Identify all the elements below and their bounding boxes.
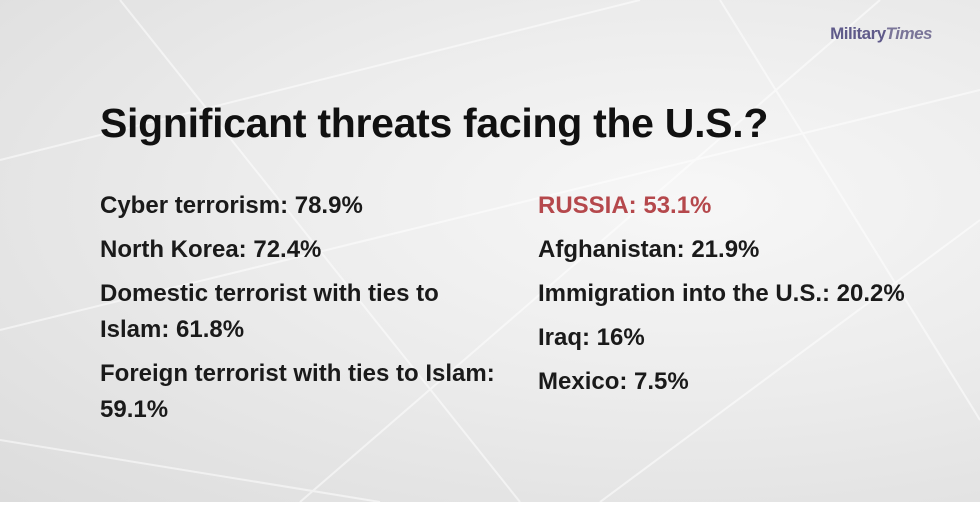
list-item: Cyber terrorism: 78.9%: [100, 192, 363, 219]
list-item-highlight: RUSSIA: 53.1%: [538, 192, 712, 219]
logo-part-times: Times: [885, 24, 933, 43]
logo-part-military: Military: [830, 24, 886, 43]
list-item: Domestic terrorist with ties to Islam: 6…: [100, 280, 439, 343]
list-item: Mexico: 7.5%: [538, 368, 689, 395]
military-times-logo: MilitaryTimes: [830, 24, 932, 44]
list-item: Foreign terrorist with ties to Islam: 59…: [100, 360, 495, 423]
list-item: Iraq: 16%: [538, 324, 645, 351]
list-item: North Korea: 72.4%: [100, 236, 322, 263]
list-item: Afghanistan: 21.9%: [538, 236, 760, 263]
threats-list-left: Cyber terrorism: 78.9% North Korea: 72.4…: [100, 188, 500, 436]
threats-list-right: RUSSIA: 53.1% Afghanistan: 21.9% Immigra…: [538, 188, 938, 408]
page-title: Significant threats facing the U.S.?: [100, 100, 769, 146]
list-item: Immigration into the U.S.: 20.2%: [538, 280, 905, 307]
